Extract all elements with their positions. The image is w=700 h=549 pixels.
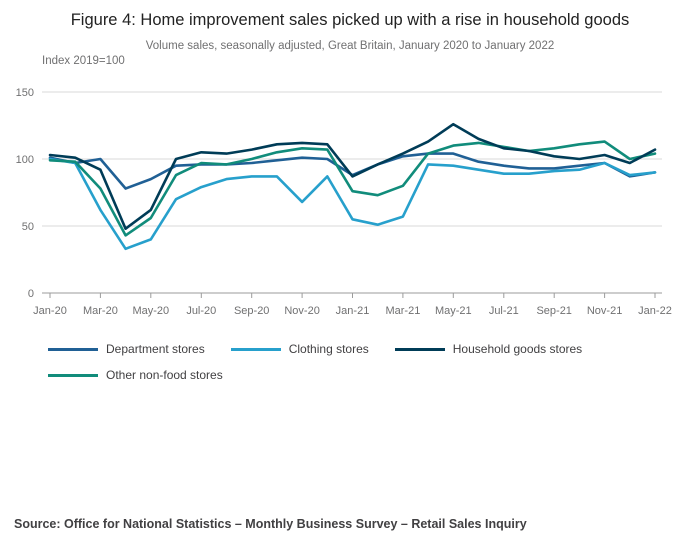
axis-unit-label: Index 2019=100 [42,55,125,67]
legend-item-department-stores: Department stores [48,342,205,356]
legend-item-other-non-food-stores: Other non-food stores [48,368,223,382]
series-line-clothing-stores [48,158,657,251]
x-tick-label: Mar-21 [385,305,420,317]
legend-label: Household goods stores [452,342,583,357]
series-line-other-non-food-stores [48,140,657,238]
y-tick-label: 100 [16,154,34,166]
x-tick-label: May-20 [132,305,169,317]
x-tick-label: Jul-21 [489,305,519,317]
x-tick-label: Mar-20 [83,305,118,317]
line-chart: 0 50 100 150 Index 2019=100 Jan-20 Mar-20 May-2… [16,55,672,317]
x-tick-label: Jul-20 [186,305,216,317]
chart-subtitle: Volume sales, seasonally adjusted, Great… [145,40,555,53]
chart-title: Figure 4: Home improvement sales picked … [70,11,630,29]
legend-swatch-clothing-stores [230,347,281,351]
y-tick-label: 150 [16,87,34,99]
x-tick-label: Sep-20 [234,305,269,317]
legend-swatch-department-stores [48,347,98,351]
source-text: Source: Office for National Statistics –… [14,517,527,531]
series-line-household-goods-stores [48,123,657,231]
figure-header: Figure 4: Home improvement sales picked … [0,0,700,52]
y-tick-label: 50 [22,221,34,233]
legend-item-clothing-stores: Clothing stores [230,342,369,357]
legend-swatch-other-non-food-stores [48,373,98,377]
legend-swatch-household-goods-stores [394,347,445,351]
legend-label: Other non-food stores [106,368,223,383]
x-tick-label: May-21 [435,305,472,317]
x-tick-label: Jan-22 [638,305,672,317]
x-tick-label: Nov-20 [284,305,319,317]
x-tick-label: Sep-21 [536,305,571,317]
legend-label: Department stores [106,342,205,357]
x-tick-label: Jan-21 [336,305,370,317]
x-tick-label: Nov-21 [587,305,622,317]
x-tick-label: Jan-20 [33,305,67,317]
legend-label: Clothing stores [288,342,369,357]
legend: Department stores Clothing stores Househol… [48,342,668,382]
y-tick-label: 0 [28,288,34,300]
legend-item-household-goods-stores: Household goods stores [394,342,583,357]
chart-area: 0 50 100 150 Index 2019=100 Jan-20 Mar-20 May-2… [0,52,700,324]
